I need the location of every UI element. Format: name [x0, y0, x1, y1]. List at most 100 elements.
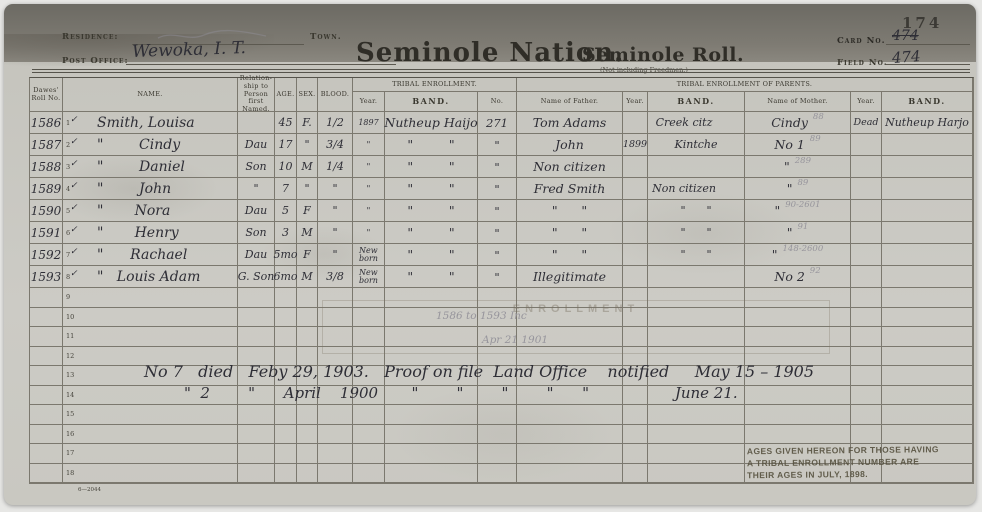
check-mark: ✓ — [70, 181, 78, 191]
father-value: " " — [551, 203, 588, 218]
cell-m_year — [851, 307, 882, 327]
cell-rel — [238, 424, 275, 444]
cell-f_band — [648, 327, 745, 347]
father-value: Tom Adams — [532, 115, 607, 130]
cell-dawes — [30, 307, 63, 327]
pencil-reference-number: 89 — [797, 177, 809, 188]
cell-te_band: Nutheup Haijo — [384, 112, 478, 134]
cell-sex — [297, 366, 318, 386]
cell-seq: ✓ 2 — [63, 134, 83, 156]
cell-name — [83, 444, 238, 464]
row-number: 7 — [66, 250, 71, 259]
cell-seq: ✓ 6 — [63, 222, 83, 244]
cell-f_band — [648, 405, 745, 425]
te-year-value: " — [366, 139, 371, 149]
cell-te_year — [353, 405, 385, 425]
cell-m_band — [882, 134, 973, 156]
cell-name: " Daniel — [83, 156, 238, 178]
f-band-value: Kintche — [674, 138, 718, 151]
pencil-reference-number: 92 — [809, 265, 821, 276]
cell-blood: 1/4 — [318, 156, 353, 178]
te-band-value: " " — [407, 269, 455, 284]
cell-mother — [745, 366, 851, 386]
cell-te_no — [478, 405, 517, 425]
age-value: 5mo — [273, 248, 298, 261]
te-no-value: " — [494, 247, 500, 262]
cell-f_year — [623, 327, 648, 347]
card-no-underline — [886, 44, 970, 45]
dawes-value: 1593 — [30, 269, 62, 284]
range-pencil-note: 1586 to 1593 Inc — [436, 310, 527, 322]
mother-name: " — [784, 159, 790, 174]
cell-f_year — [623, 424, 648, 444]
cell-m_year — [851, 366, 882, 386]
cell-te_year — [353, 288, 385, 308]
cell-dawes — [30, 366, 63, 386]
cell-mother: No 2 92 — [745, 266, 851, 288]
row-number: 6 — [66, 228, 71, 237]
cell-te_band — [385, 424, 478, 444]
cell-rel — [238, 327, 275, 347]
cell-blood: 3/4 — [318, 134, 353, 156]
te-year-value: " — [366, 227, 371, 237]
cell-sex: " — [297, 134, 318, 156]
cell-te_year: 1897 — [353, 112, 385, 134]
cell-f_year — [623, 288, 648, 308]
row-number: 12 — [66, 351, 75, 360]
enrollment-table: Dawes' Roll No. NAME. Relation- ship to Pe… — [29, 74, 974, 484]
cell-seq: 14 — [63, 386, 83, 405]
cell-te_band — [385, 405, 478, 425]
cell-seq: ✓ 1 — [63, 112, 83, 134]
sex-value: F — [303, 204, 311, 217]
cell-father — [517, 385, 623, 405]
cell-dawes — [30, 288, 63, 308]
cell-mother: Cindy 88 — [745, 112, 851, 134]
cell-blood: " — [318, 178, 353, 200]
ages-stamp-line3: THEIR AGES IN JULY, 1898. — [747, 468, 869, 481]
cell-m_band — [882, 266, 973, 288]
card-no-struck-value: 474 — [892, 28, 919, 44]
header-rule-top — [32, 69, 970, 70]
cell-te_band — [385, 366, 478, 386]
cell-father: Tom Adams — [517, 112, 623, 134]
cell-seq: ✓ 7 — [63, 244, 83, 266]
cell-f_band — [648, 463, 745, 483]
cell-father: John — [517, 134, 623, 156]
cell-seq: ✓ 3 — [63, 156, 83, 178]
mother-name: No 2 — [774, 269, 805, 284]
col-header-no: No. — [478, 92, 517, 112]
row-number: 16 — [66, 429, 75, 438]
cell-m_band — [882, 385, 973, 405]
cell-seq: 13 — [63, 366, 83, 386]
te-year-value: " — [366, 161, 371, 171]
rel-value: Dau — [244, 138, 268, 151]
sex-value: M — [301, 160, 313, 173]
cell-m_band — [882, 307, 973, 327]
rel-value: Son — [245, 160, 267, 173]
cell-name: " Louis Adam — [83, 266, 238, 288]
father-value: Fred Smith — [533, 181, 606, 196]
cell-rel — [238, 288, 275, 308]
cell-age — [275, 444, 297, 464]
death-note-line1: No 7 died Feby 29, 1903. Proof on file L… — [144, 362, 815, 381]
cell-age — [275, 385, 297, 405]
cell-rel — [238, 366, 275, 386]
cell-m_year — [851, 463, 882, 483]
f-band-value: " " — [680, 204, 712, 217]
group-header-tribal-enrollment: TRIBAL ENROLLMENT. — [353, 78, 517, 92]
census-card: Residence: Town. Post Office: Wewoka, I.… — [4, 4, 976, 505]
cell-f_year — [623, 463, 648, 483]
cell-blood — [318, 463, 353, 483]
name-value: " Cindy — [97, 136, 181, 153]
dawes-value: 1591 — [30, 225, 62, 240]
post-office-underline — [126, 64, 396, 65]
card-title: Seminole Nation. — [356, 38, 625, 68]
name-value: " Daniel — [97, 158, 185, 175]
blood-value: " — [332, 248, 338, 261]
sex-value: M — [301, 226, 313, 239]
row-number: 2 — [66, 140, 71, 149]
cell-te_band — [385, 327, 478, 347]
cell-f_year — [623, 307, 648, 327]
cell-te_year — [353, 346, 385, 366]
mother-name: Cindy — [771, 115, 808, 130]
